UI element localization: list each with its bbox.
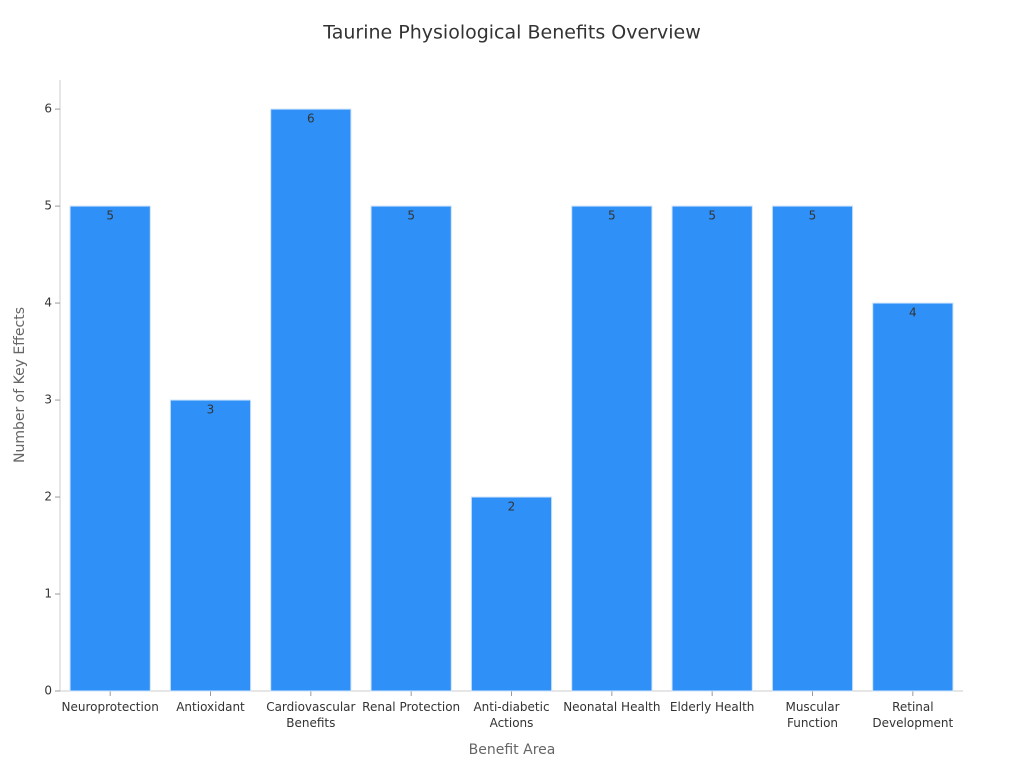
bar [69,205,151,692]
x-tick-label: Elderly Health [669,700,755,714]
value-label: 2 [508,500,516,514]
value-label: 5 [407,209,415,223]
x-tick-label: Retinal Development [872,700,954,730]
y-tick-label: 6 [44,102,52,116]
bar [470,496,553,692]
value-label: 5 [608,209,616,223]
value-label: 5 [809,209,817,223]
bar [671,205,753,692]
x-tick-label: Anti-diabetic Actions [473,700,550,730]
x-tick-label: Antioxidant [176,700,245,714]
y-tick-label: 0 [44,684,52,698]
bar [370,205,452,692]
x-tick-label: Neonatal Health [563,700,661,714]
y-tick-label: 5 [44,199,52,213]
bar [169,399,252,692]
y-axis-label: Number of Key Effects [12,307,28,463]
chart-title: Taurine Physiological Benefits Overview [322,22,700,44]
value-label: 6 [307,112,315,126]
y-tick-label: 3 [44,393,52,407]
x-tick-label: Renal Protection [362,700,461,714]
y-tick-label: 1 [44,587,52,601]
x-axis-label: Benefit Area [469,742,556,758]
bar [771,205,854,692]
y-tick-label: 4 [44,296,52,310]
bar [571,205,653,692]
x-tick-label: Neuroprotection [61,700,159,714]
bar [270,108,352,692]
x-tick-label: Muscular Function [785,700,840,730]
value-label: 5 [708,209,716,223]
value-label: 4 [909,306,917,320]
bar [872,302,954,692]
y-tick-label: 2 [44,490,52,504]
value-label: 3 [207,403,215,417]
value-label: 5 [106,209,114,223]
x-tick-label: Cardiovascular Benefits [266,700,356,730]
